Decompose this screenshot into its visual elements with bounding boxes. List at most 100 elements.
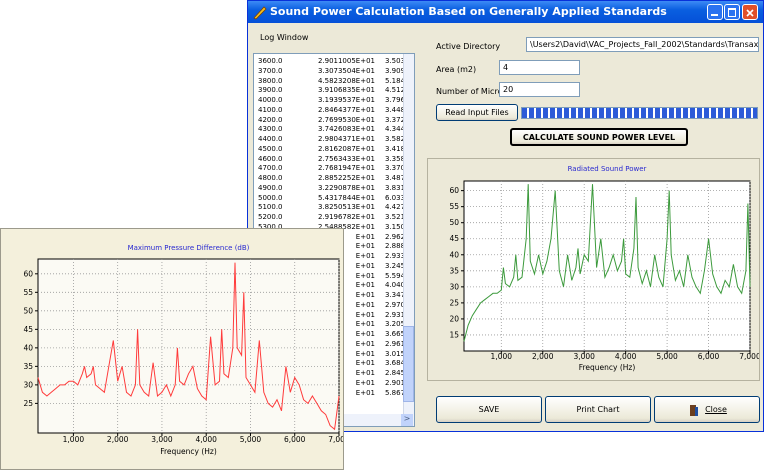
log-cell: 2.7563433E+01	[317, 154, 375, 163]
pressure-chart-window: Maximum Pressure Difference (dB) 25 30 35 40…	[0, 228, 344, 470]
x-tick-label: 1,000	[63, 435, 85, 444]
log-cell: E+01	[355, 300, 375, 309]
x-tick-label: 6,000	[284, 435, 306, 444]
log-cell: 3.79601	[385, 96, 414, 104]
vertical-scrollbar[interactable]	[403, 54, 414, 414]
read-button[interactable]: Read Input Files	[436, 104, 518, 121]
log-cell: 2.9804371E+01	[317, 135, 375, 143]
mics-field[interactable]: 20	[499, 82, 580, 97]
chart-panel: Radiated Sound Power 15 20 25 30 35 40 45 50 55 60…	[427, 158, 760, 381]
close-window-button[interactable]	[742, 4, 758, 20]
log-cell: 4100.0	[258, 105, 283, 114]
close-icon	[690, 404, 699, 416]
log-cell: 2.8162087E+01	[317, 144, 375, 153]
y-tick-label: 55	[449, 202, 459, 211]
y-tick-label: 40	[23, 343, 33, 352]
log-cell: 2.97027	[385, 300, 414, 309]
x-tick-label: 7,000	[328, 435, 343, 444]
directory-field[interactable]: \Users2\David\VAC_Projects_Fall_2002\Sta…	[526, 37, 759, 52]
plot-area	[37, 258, 340, 434]
log-cell: 2.93110	[385, 310, 414, 319]
log-cell: 2.96214	[385, 232, 414, 241]
log-cell: 3.7426083E+01	[317, 125, 375, 134]
log-cell: 2.90155	[385, 378, 414, 387]
log-cell: 2.88882	[385, 242, 414, 251]
log-cell: 2.93379	[385, 252, 414, 260]
log-cell: E+01	[355, 330, 375, 338]
log-cell: 3.35840	[385, 154, 414, 163]
log-cell: 2.84535	[385, 369, 414, 377]
log-cell: E+01	[355, 320, 375, 329]
close-button[interactable]: Close	[654, 396, 760, 423]
x-axis-label: Frequency (Hz)	[579, 363, 636, 372]
y-tick-label: 50	[449, 218, 459, 227]
log-cell: 4.04048	[385, 281, 414, 290]
y-tick-label: 35	[23, 362, 33, 371]
area-field[interactable]: 4	[499, 60, 580, 75]
y-tick-label: 45	[449, 234, 459, 243]
maximize-button[interactable]	[724, 4, 740, 20]
log-cell: 3600.0	[258, 57, 283, 65]
y-tick-label: 25	[23, 399, 33, 408]
x-tick-label: 2,000	[107, 435, 129, 444]
title-bar: Sound Power Calculation Based on General…	[248, 1, 763, 23]
log-cell: 3.41826	[385, 144, 414, 153]
y-tick-label: 45	[23, 325, 33, 334]
log-cell: E+01	[355, 232, 375, 241]
minimize-button[interactable]	[707, 4, 723, 20]
log-cell: 2.9196782E+01	[317, 213, 375, 221]
log-cell: 2.8464377E+01	[317, 105, 375, 114]
scroll-right-button[interactable]: >	[401, 414, 413, 426]
y-tick-label: 40	[449, 250, 459, 259]
log-cell: 3.37201	[385, 115, 414, 124]
app-icon	[253, 6, 267, 20]
log-cell: 3.37025	[385, 164, 414, 173]
log-cell: 3.15091	[385, 222, 414, 231]
log-cell: 3800.0	[258, 76, 283, 85]
x-tick-label: 5,000	[656, 352, 678, 361]
log-cell: 4400.0	[258, 135, 283, 143]
log-cell: 3.34741	[385, 291, 414, 299]
log-cell: 5.86768	[385, 388, 414, 397]
y-tick-label: 25	[449, 298, 459, 307]
print-button[interactable]: Print Chart	[545, 396, 651, 423]
chart: Radiated Sound Power 15 20 25 30 35 40 45 50 55 60…	[449, 165, 759, 372]
x-tick-label: 4,000	[615, 352, 637, 361]
log-cell: 5.18438	[385, 76, 414, 85]
log-cell: 6.03384	[385, 193, 414, 202]
log-cell: 4500.0	[258, 144, 283, 153]
log-cell: E+01	[355, 369, 375, 377]
log-cell: 2.7681947E+01	[317, 164, 375, 173]
log-cell: 4.5823208E+01	[317, 76, 375, 85]
log-cell: 3.1939537E+01	[317, 96, 375, 104]
scroll-thumb[interactable]	[403, 326, 414, 402]
x-tick-label: 3,000	[151, 435, 173, 444]
x-tick-label: 2,000	[532, 352, 554, 361]
close-x	[746, 9, 754, 17]
log-cell: 5200.0	[258, 213, 283, 221]
y-tick-label: 30	[449, 282, 459, 291]
y-tick-label: 60	[23, 269, 33, 278]
log-cell: 4300.0	[258, 125, 283, 134]
y-tick-label: 50	[23, 306, 33, 315]
y-tick-label: 20	[449, 314, 459, 323]
save-button[interactable]: SAVE	[436, 396, 542, 423]
log-cell: 2.5488582E+01	[317, 222, 375, 231]
log-cell: 4200.0	[258, 115, 283, 124]
log-cell: E+01	[355, 242, 375, 251]
log-cell: 3.3073504E+01	[317, 66, 375, 75]
x-axis-label: Frequency (Hz)	[160, 447, 217, 456]
log-cell: E+01	[355, 261, 375, 270]
window-title: Sound Power Calculation Based on General…	[270, 5, 667, 18]
log-cell: 4.51274	[385, 86, 414, 95]
log-cell: E+01	[355, 388, 375, 397]
log-cell: 3.20543	[385, 320, 414, 329]
x-tick-label: 6,000	[698, 352, 720, 361]
y-tick-label: 35	[449, 266, 459, 275]
data-line	[37, 262, 340, 431]
log-cell: 4900.0	[258, 183, 283, 192]
log-cell: 5100.0	[258, 203, 283, 212]
log-cell: 5300.0	[258, 222, 283, 231]
calculate-button[interactable]: CALCULATE SOUND POWER LEVEL	[510, 128, 688, 146]
log-cell: 3.8250513E+01	[317, 203, 375, 212]
